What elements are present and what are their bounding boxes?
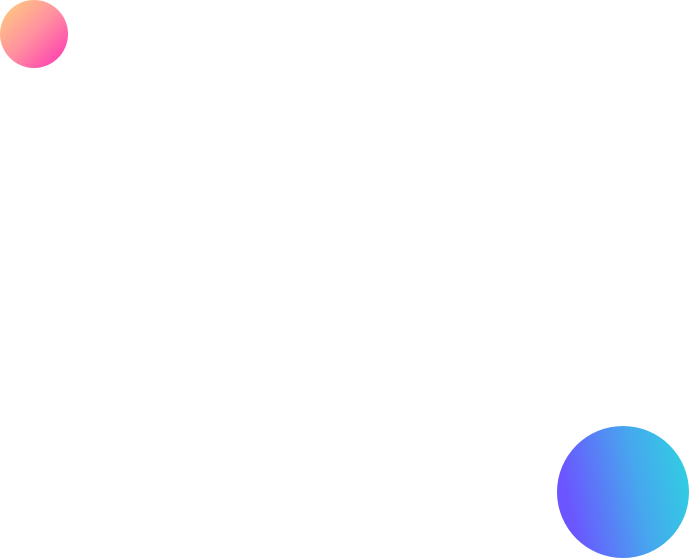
decorative-circle [557,426,689,558]
decorative-circle [0,0,68,68]
